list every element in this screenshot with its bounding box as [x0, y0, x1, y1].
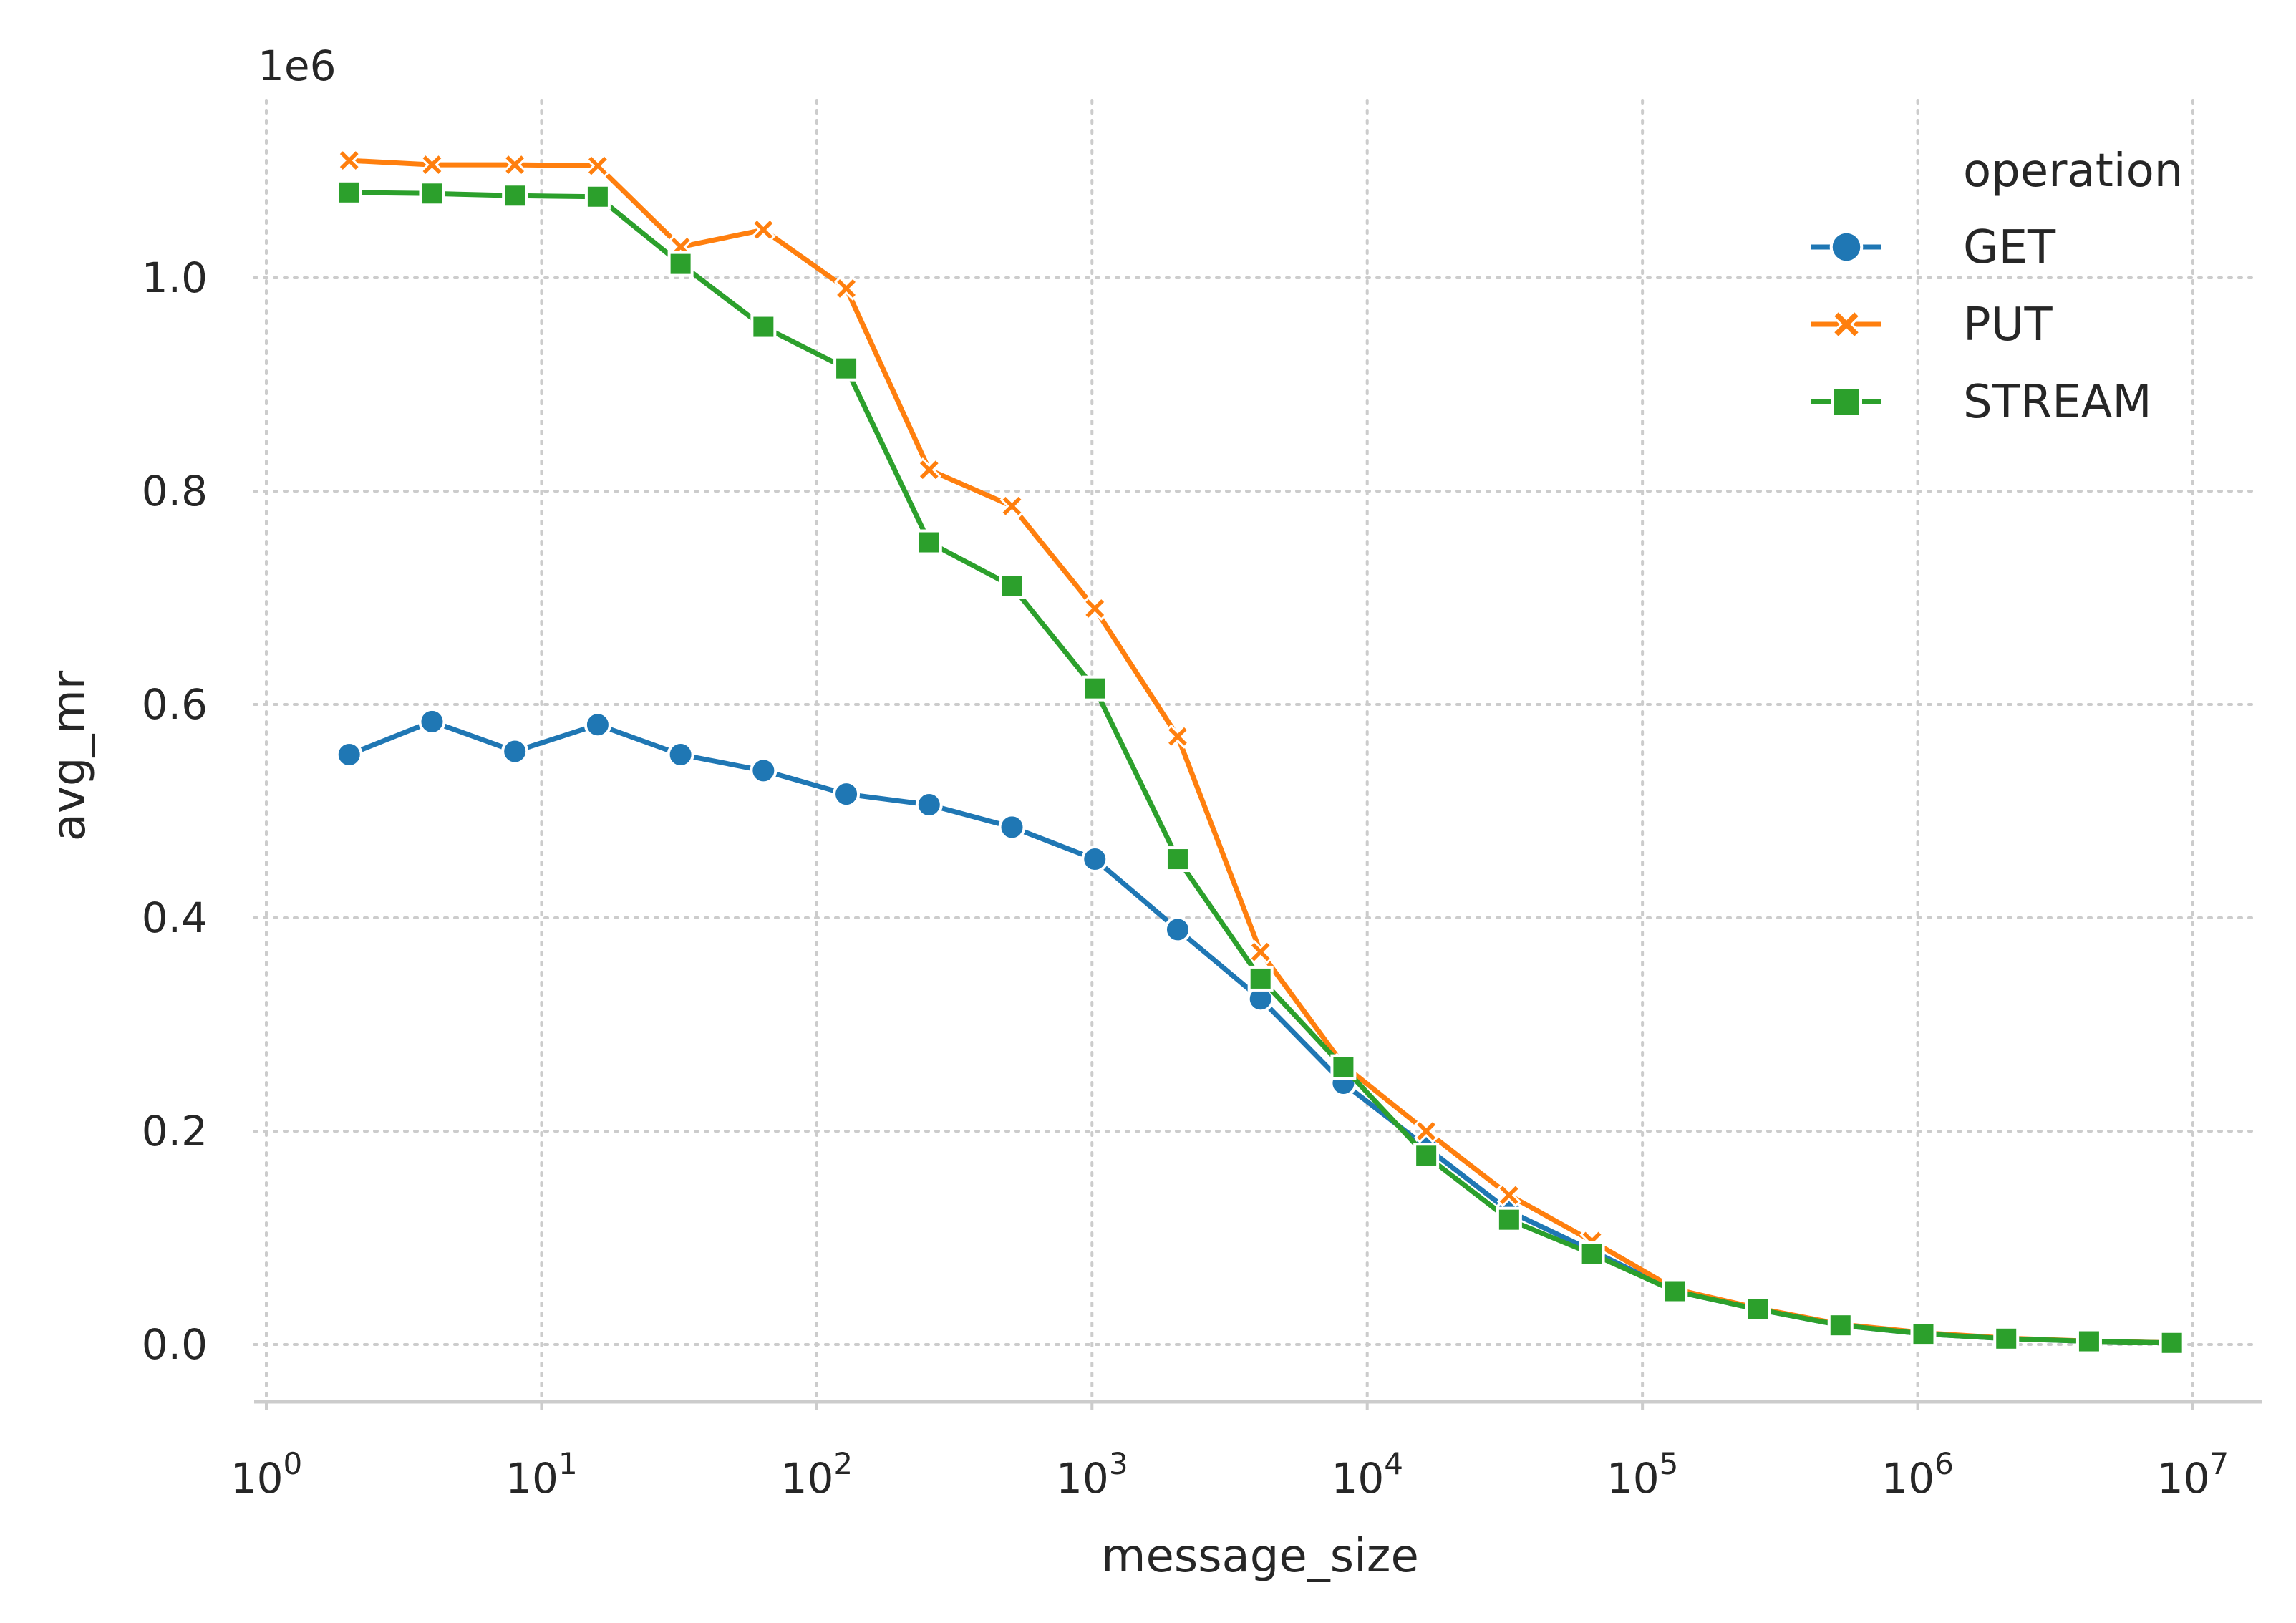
data-point: [916, 457, 941, 483]
data-point: [1745, 1296, 1771, 1322]
series-get: [335, 707, 2186, 1357]
data-point: [336, 147, 362, 173]
data-point: [1662, 1278, 1688, 1304]
grid: [253, 99, 2260, 1403]
data-point: [915, 791, 943, 819]
x-axis-label: message_size: [1101, 1530, 1419, 1583]
data-point: [833, 276, 859, 301]
data-point: [998, 813, 1026, 841]
data-point: [2159, 1329, 2185, 1356]
y-tick-label: 0.2: [142, 1107, 208, 1156]
data-point: [336, 179, 362, 205]
data-point: [1831, 386, 1862, 417]
data-point: [667, 251, 694, 277]
data-point: [1413, 1143, 1440, 1169]
data-point: [335, 741, 363, 769]
x-tick-label: 104: [1331, 1446, 1403, 1503]
data-point: [585, 153, 611, 178]
series-line: [347, 719, 2175, 1346]
data-point: [751, 217, 776, 243]
series-line: [347, 190, 2175, 1346]
data-point: [999, 573, 1025, 599]
legend-item-get: GET: [1811, 221, 2056, 274]
data-point: [667, 741, 694, 769]
y-tick-label: 0.4: [142, 893, 208, 942]
legend-item-put: PUT: [1811, 299, 2053, 352]
data-point: [1827, 1312, 1854, 1339]
y-tick-label: 0.6: [142, 680, 208, 729]
data-point: [502, 183, 528, 209]
data-point: [584, 183, 611, 210]
series-layer: [335, 147, 2186, 1357]
x-tick-label: 103: [1056, 1446, 1128, 1503]
data-point: [420, 152, 445, 178]
data-point: [419, 180, 445, 207]
data-point: [1081, 846, 1109, 873]
data-point: [1496, 1206, 1522, 1233]
x-tick-label: 101: [505, 1446, 578, 1503]
data-point: [1248, 939, 1273, 964]
legend-items: GET PUT STREAM: [1811, 221, 2152, 429]
data-point: [501, 737, 529, 765]
y-tick-label: 1.0: [142, 253, 208, 302]
data-point: [1993, 1325, 2020, 1352]
data-point: [1496, 1183, 1521, 1208]
data-point: [1163, 916, 1191, 944]
legend: operation GET PUT STREAM: [1811, 145, 2183, 429]
x-tick-label: 105: [1607, 1446, 1679, 1503]
data-point: [1247, 965, 1274, 992]
series-put: [336, 147, 2184, 1355]
data-point: [750, 757, 778, 785]
data-point: [833, 780, 861, 808]
data-point: [999, 493, 1025, 518]
x-axis-ticks: 100 101 102 103 104 105 106 107: [231, 1402, 2229, 1503]
series-line: [347, 158, 2175, 1346]
data-point: [503, 152, 528, 178]
y-tick-label: 0.0: [142, 1320, 208, 1369]
legend-item-stream: STREAM: [1811, 376, 2152, 429]
data-point: [1579, 1241, 1605, 1267]
data-point: [833, 355, 860, 382]
y-offset-label: 1e6: [258, 42, 336, 90]
y-axis-ticks: 0.0 0.2 0.4 0.6 0.8 1.0: [142, 253, 208, 1369]
data-point: [418, 707, 446, 735]
data-point: [1414, 1118, 1439, 1144]
data-point: [916, 529, 942, 556]
data-point: [750, 314, 777, 340]
data-point: [583, 711, 611, 739]
data-point: [1082, 596, 1108, 621]
data-point: [1831, 309, 1861, 339]
y-axis-label: avg_mr: [43, 670, 96, 841]
y-tick-label: 0.8: [142, 467, 208, 515]
data-point: [1164, 846, 1191, 873]
data-point: [1165, 724, 1191, 749]
legend-title: operation: [1963, 145, 2183, 198]
x-tick-label: 107: [2157, 1446, 2229, 1503]
data-point: [1330, 1054, 1357, 1080]
data-point: [1082, 675, 1108, 702]
data-point: [2075, 1328, 2102, 1355]
legend-label: GET: [1963, 221, 2056, 274]
legend-label: PUT: [1963, 299, 2053, 352]
x-tick-label: 102: [781, 1446, 853, 1503]
x-tick-label: 100: [231, 1446, 303, 1503]
data-point: [1829, 230, 1864, 264]
series-stream: [336, 179, 2185, 1356]
data-point: [1910, 1321, 1937, 1347]
x-tick-label: 106: [1881, 1446, 1954, 1503]
legend-label: STREAM: [1963, 376, 2152, 429]
